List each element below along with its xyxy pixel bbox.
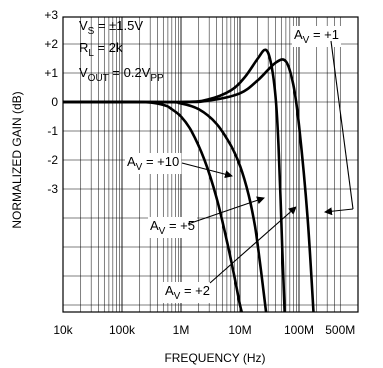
label-av-plus-10-main: A [127, 154, 136, 169]
x-tick-label: 10k [53, 323, 73, 337]
label-av-plus-2-rest: = +2 [180, 283, 210, 298]
curve-av-plus-5 [63, 100, 268, 312]
condition-label: VS = ±1.5V [79, 18, 143, 37]
arrow-av-plus-5 [187, 196, 265, 225]
label-background [292, 26, 341, 47]
x-axis-title: FREQUENCY (Hz) [164, 351, 265, 365]
label-av-plus-5-sub: V [159, 226, 166, 237]
condition-label: VOUT = 0.2VPP [79, 65, 164, 84]
grid [62, 17, 358, 312]
label-background [163, 282, 212, 303]
label-av-plus-2-sub: V [174, 291, 181, 302]
condition-label: RL = 2k [79, 40, 123, 59]
label-av-plus-2: AV = +2 [165, 283, 210, 302]
condition-label-sub: OUT [88, 73, 109, 84]
label-background [148, 217, 197, 238]
arrow-av-plus-10 [181, 162, 233, 179]
x-tick-label: 10M [228, 323, 251, 337]
label-av-plus-10: AV = +10 [127, 154, 179, 173]
condition-label-rest: = 0.2V [109, 65, 151, 80]
x-tick-label: 500M [325, 323, 355, 337]
label-av-plus-1: AV = +1 [294, 27, 339, 46]
arrow-av-plus-1-b [324, 207, 354, 216]
x-tick-label: 1M [173, 323, 190, 337]
label-av-plus-10-sub: V [136, 162, 143, 173]
curve-av-plus-2 [63, 48, 286, 312]
y-tick-label: -2 [47, 153, 58, 167]
label-av-plus-5: AV = +5 [150, 218, 195, 237]
y-tick-label: -3 [47, 182, 58, 196]
plot-frame [62, 16, 359, 313]
tick-labels: +3 +2 +1 0 -1 -2 -3 10k 100k 1M 10M 100M 500M [44, 8, 355, 337]
curve-av-plus-10 [63, 100, 244, 312]
y-tick-label: +1 [44, 66, 58, 80]
y-tick-label: +3 [44, 8, 58, 22]
y-tick-label: -1 [47, 124, 58, 138]
label-av-plus-5-rest: = +5 [165, 218, 195, 233]
arrow-av-plus-2 [209, 206, 297, 284]
condition-label-sub2: PP [150, 73, 164, 84]
arrow-av-plus-1-a [330, 40, 354, 210]
condition-label-sub: S [88, 26, 95, 37]
x-tick-label: 100k [109, 323, 136, 337]
label-av-plus-1-main: A [294, 27, 303, 42]
condition-label-main: V [79, 65, 88, 80]
condition-label-rest: = ±1.5V [94, 18, 143, 33]
label-av-plus-1-sub: V [303, 35, 310, 46]
label-av-plus-1-rest: = +1 [309, 27, 339, 42]
condition-label-sub: L [88, 48, 94, 59]
y-tick-label: 0 [51, 95, 58, 109]
label-background [125, 153, 182, 174]
y-tick-label: +2 [44, 37, 58, 51]
condition-label-main: R [79, 40, 88, 55]
x-tick-label: 100M [284, 323, 314, 337]
condition-label-main: V [79, 18, 88, 33]
y-axis-title: NORMALIZED GAIN (dB) [10, 91, 24, 228]
condition-label-rest: = 2k [94, 40, 123, 55]
label-av-plus-10-rest: = +10 [142, 154, 179, 169]
curves [63, 48, 315, 312]
label-av-plus-2-main: A [165, 283, 174, 298]
label-av-plus-5-main: A [150, 218, 159, 233]
